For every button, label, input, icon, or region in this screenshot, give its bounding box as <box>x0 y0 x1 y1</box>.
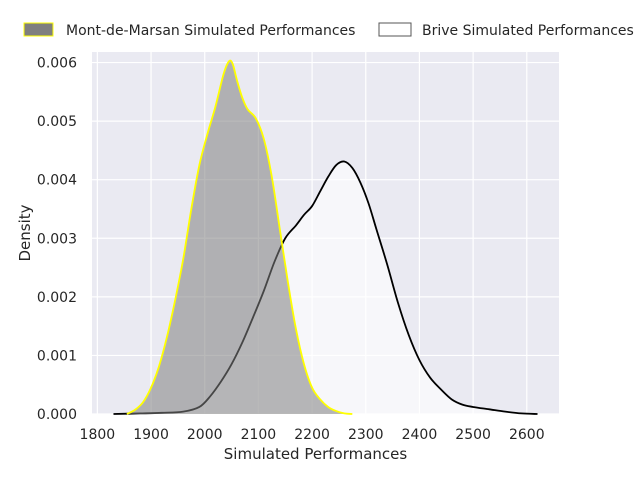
x-axis-label: Simulated Performances <box>224 445 408 463</box>
x-tick-label: 2500 <box>455 427 491 443</box>
y-tick-label: 0.003 <box>37 231 77 247</box>
x-tick-label: 1800 <box>80 427 116 443</box>
y-tick-label: 0.005 <box>37 114 77 130</box>
x-tick-label: 2000 <box>187 427 223 443</box>
y-axis-label: Density <box>16 204 34 261</box>
x-tick-label: 2100 <box>241 427 277 443</box>
y-tick-label: 0.002 <box>37 290 77 306</box>
density-area-brive <box>113 161 538 414</box>
x-tick-label: 2400 <box>402 427 438 443</box>
x-tick-label: 2200 <box>294 427 330 443</box>
legend-label-mont-de-marsan: Mont-de-Marsan Simulated Performances <box>66 23 355 39</box>
y-tick-label: 0.001 <box>37 348 77 364</box>
y-tick-label: 0.004 <box>37 173 77 189</box>
y-axis-ticks: 0.000 0.001 0.002 0.003 0.004 0.005 0.006 <box>37 56 77 423</box>
density-line-mont-de-marsan <box>126 59 353 415</box>
x-tick-label: 2300 <box>348 427 384 443</box>
y-tick-label: 0.006 <box>37 56 77 72</box>
density-area-mont-de-marsan <box>126 60 353 415</box>
legend: Mont-de-Marsan Simulated Performances Br… <box>23 22 634 39</box>
y-tick-label: 0.000 <box>37 407 77 423</box>
x-axis-ticks: 1800 1900 2000 2100 2200 2300 2400 2500 2600 <box>80 427 545 443</box>
series-layer <box>113 59 538 415</box>
legend-swatch-brive <box>378 22 412 37</box>
x-tick-label: 2600 <box>509 427 545 443</box>
x-tick-label: 1900 <box>133 427 169 443</box>
legend-swatch-mont-de-marsan <box>23 22 54 37</box>
legend-label-brive: Brive Simulated Performances <box>422 23 634 39</box>
